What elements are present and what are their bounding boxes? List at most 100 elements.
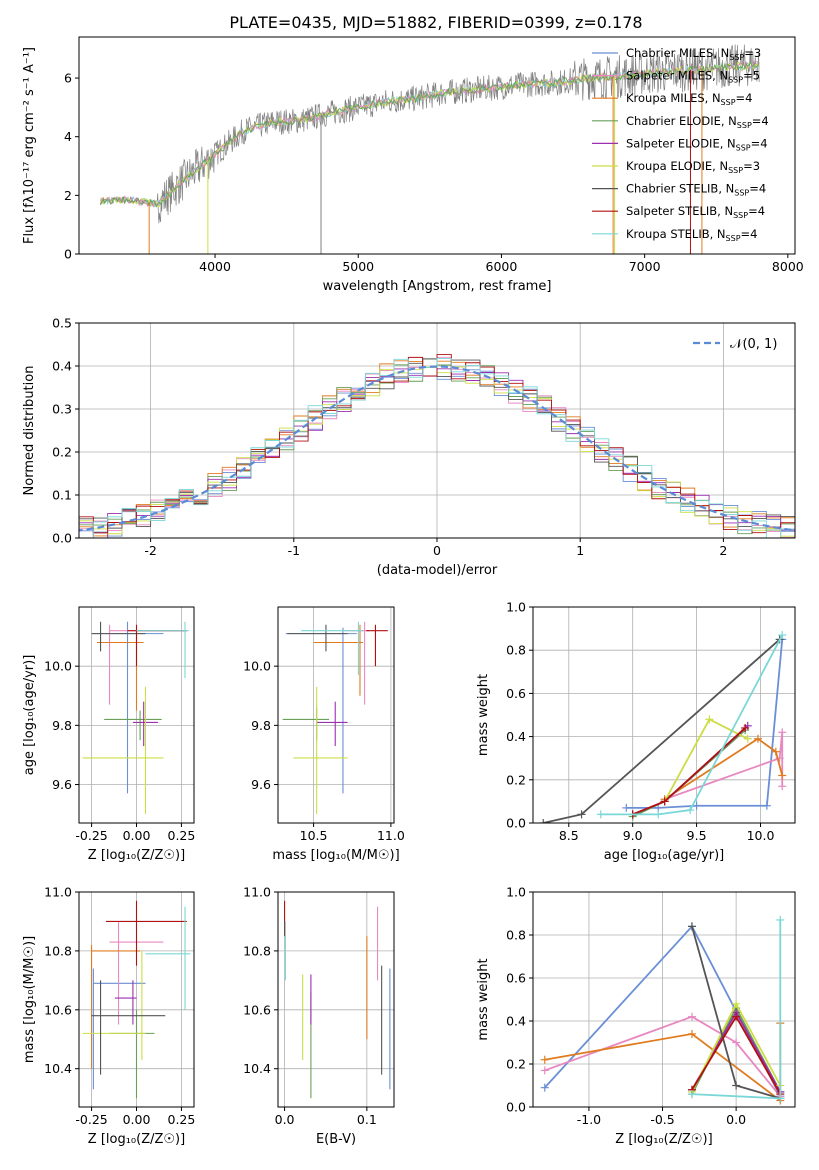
y-tick-label: 9.8	[52, 718, 72, 733]
errorbar-chabrier_miles	[91, 621, 164, 794]
figure-title: PLATE=0435, MJD=51882, FIBERID=0399, z=0…	[229, 13, 642, 32]
mass_vs_age-plot-area	[282, 621, 388, 815]
y-tick-label: 0.0	[52, 531, 72, 546]
errorbar-chabrier_stelib	[91, 621, 146, 652]
errorbar-salpeter_miles	[344, 621, 370, 705]
x-tick-label: 11.0	[377, 828, 405, 843]
y-tick-label: 0.2	[506, 1057, 526, 1072]
x-tick-label: 0	[433, 543, 441, 558]
y-tick-label: 0.6	[506, 686, 526, 701]
x-tick-label: 10.5	[300, 828, 328, 843]
weight-line	[544, 1015, 781, 1097]
x-tick-label: 0.25	[168, 1112, 196, 1127]
y-tick-label: 0.3	[52, 402, 72, 417]
y-tick-label: 9.6	[52, 777, 72, 792]
y-tick-label: 0.2	[506, 772, 526, 787]
legend-entry: Chabrier STELIB, NSSP=4	[626, 182, 766, 198]
x-tick-label: -1.0	[577, 1112, 601, 1127]
legend-entry: Chabrier MILES, NSSP=3	[626, 46, 761, 62]
residuals-panel: -2 -1 0 1 2 0.0 0.1 0.2 0.3 0.4 0.5 (data-model)/er…	[22, 316, 796, 578]
z_vs_age-plot-area	[82, 621, 189, 815]
spectrum-legend: Chabrier MILES, NSSP=3 Salpeter MILES, NS…	[592, 46, 769, 243]
age_vs_weight-panel: 8.5 9.0 9.5 10.0 0.0 0.2 0.4 0.6 0.8 1.0 age [log₁…	[476, 600, 796, 863]
errorbar-kroupa_stelib	[301, 621, 364, 676]
errorbar-chabrier_miles	[285, 627, 357, 794]
ebv_vs_mass-frame	[277, 891, 395, 1108]
y-tick-label: 4	[64, 129, 72, 144]
legend-entry: Kroupa ELODIE, NSSP=3	[626, 159, 760, 175]
y-tick-label: 0.4	[52, 359, 72, 374]
y-tick-label: 0.6	[506, 971, 526, 986]
mass_vs_age-panel: 10.5 11.0 9.6 9.8 10.0 mass [log₁₀(M/M☉)]	[243, 606, 405, 863]
legend-entry: Kroupa MILES, NSSP=4	[626, 91, 752, 107]
x-tick-label: 7000	[629, 259, 661, 274]
x-tick-label: 8000	[772, 259, 804, 274]
histogram-kroupa_stelib	[79, 357, 795, 538]
y-tick-label: 6	[64, 71, 72, 86]
legend-entry: Salpeter MILES, NSSP=5	[626, 69, 760, 85]
x-tick-label: 0.0	[726, 1112, 746, 1127]
weight-series-kroupa_stelib	[687, 915, 785, 1103]
x-tick-label: 0.0	[275, 1112, 295, 1127]
z_vs_weight-ylabel: mass weight	[476, 958, 491, 1040]
x-tick-label: -0.25	[75, 1112, 107, 1127]
z_vs_age-xlabel: Z [log₁₀(Z/Z☉)]	[88, 848, 185, 863]
x-tick-label: -2	[144, 543, 156, 558]
age_vs_weight-xlabel: age [log₁₀(age/yr)]	[604, 848, 725, 863]
spectrum-panel: 4000 5000 6000 7000 8000 0 2 4 6 wavelength [Angs…	[22, 36, 804, 294]
y-tick-label: 11.0	[44, 885, 72, 900]
errorbar-salpeter_elodie	[114, 980, 137, 1025]
y-tick-label: 10.4	[243, 1061, 271, 1076]
z_vs_weight-panel: -1.0 -0.5 0.0 0.0 0.2 0.4 0.6 0.8 1.0 Z [log₁₀(Z/…	[476, 885, 796, 1147]
y-tick-label: 0	[64, 247, 72, 262]
y-tick-label: 10.8	[44, 943, 72, 958]
ebv_vs_mass-panel: 0.0 0.1 10.4 10.6 10.8 11.0 E(B-V)	[243, 885, 395, 1147]
z_vs_weight-frame	[532, 891, 796, 1108]
weight-line	[632, 727, 746, 816]
y-tick-label: 10.0	[44, 659, 72, 674]
errorbar-kroupa_elodie	[293, 686, 348, 815]
spectrum-plot-area	[100, 44, 760, 254]
spectrum-ylabel: Flux [fλ10⁻¹⁷ erg cm⁻² s⁻¹ A⁻¹]	[22, 47, 37, 244]
weight-line	[632, 725, 749, 816]
y-tick-label: 9.8	[251, 718, 271, 733]
x-tick-label: 0.00	[123, 1112, 151, 1127]
residuals-xlabel: (data-model)/error	[377, 563, 498, 578]
errorbar-salpeter_miles	[108, 624, 187, 705]
age_vs_weight-ylabel: mass weight	[476, 674, 491, 756]
x-tick-label: 10.0	[747, 828, 775, 843]
y-tick-label: 0.0	[506, 1100, 526, 1115]
y-tick-label: 10.4	[44, 1061, 72, 1076]
age_vs_weight-frame	[532, 606, 796, 824]
normal-curve	[79, 365, 795, 532]
x-tick-label: -0.25	[75, 828, 107, 843]
mass_vs_age-xlabel: mass [log₁₀(M/M☉)]	[272, 848, 399, 863]
legend-entry: Chabrier ELODIE, NSSP=4	[626, 114, 769, 130]
x-tick-label: 5000	[342, 259, 374, 274]
y-tick-label: 2	[64, 188, 72, 203]
age_vs_weight-plot-area	[539, 631, 787, 823]
legend-entry: Salpeter ELODIE, NSSP=4	[626, 136, 768, 152]
y-tick-label: 0.5	[52, 316, 72, 331]
x-tick-label: 1	[576, 543, 584, 558]
y-tick-label: 0.8	[506, 643, 526, 658]
errorbar-chabrier_stelib	[91, 980, 166, 1075]
x-tick-label: -1	[288, 543, 300, 558]
errorbar-kroupa_elodie	[82, 950, 146, 1060]
y-tick-label: 0.4	[506, 1014, 526, 1029]
z_vs_age-ylabel: age [log₁₀(age/yr)]	[22, 655, 37, 776]
errorbar-salpeter_stelib	[366, 624, 388, 667]
y-tick-label: 1.0	[506, 600, 526, 615]
x-tick-label: 0.1	[357, 1112, 377, 1127]
errorbar-kroupa_stelib	[145, 906, 191, 1010]
y-tick-label: 10.6	[44, 1002, 72, 1017]
z_vs_mass-plot-area	[82, 900, 191, 1099]
y-tick-label: 0.0	[506, 816, 526, 831]
errorbar-kroupa_elodie	[82, 686, 164, 815]
errorbar-kroupa_miles	[313, 624, 364, 696]
residuals-plot-area	[79, 354, 795, 538]
residuals-ylabel: Normed distribution	[22, 366, 37, 496]
spectrum-frame	[78, 36, 796, 255]
y-tick-label: 0.2	[52, 445, 72, 460]
residuals-legend: 𝒩(0, 1)	[693, 337, 777, 352]
